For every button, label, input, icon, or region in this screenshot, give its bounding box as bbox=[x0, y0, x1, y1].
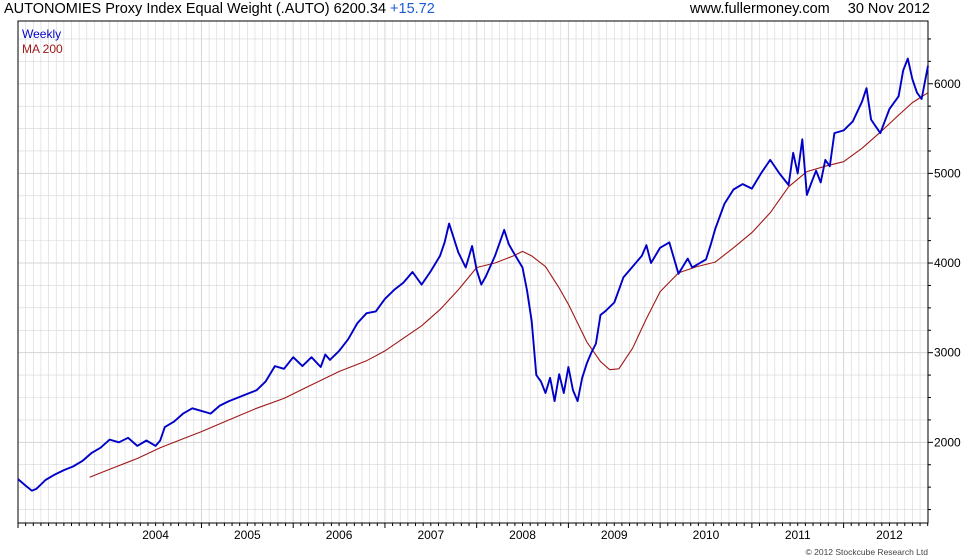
x-tick-label: 2005 bbox=[234, 528, 261, 542]
copyright-note: © 2012 Stockcube Research Ltd bbox=[805, 547, 928, 557]
weekly-price-line bbox=[17, 57, 929, 492]
date-label: 30 Nov 2012 bbox=[847, 1, 930, 17]
legend-weekly: Weekly bbox=[22, 27, 61, 41]
last-value: 6200.34 bbox=[333, 1, 387, 17]
change-value: +15.72 bbox=[390, 1, 435, 17]
x-tick-label: 2009 bbox=[601, 528, 628, 542]
x-tick-label: 2010 bbox=[693, 528, 720, 542]
y-tick-label: 2000 bbox=[934, 435, 961, 449]
ma-200-line bbox=[89, 92, 929, 478]
y-tick-label: 6000 bbox=[934, 77, 961, 91]
x-tick-label: 2012 bbox=[876, 528, 903, 542]
y-tick-label: 4000 bbox=[934, 256, 961, 270]
website-label: www.fullermoney.com bbox=[689, 1, 830, 17]
grid bbox=[17, 21, 928, 523]
axis-labels: 2004 2005 2006 2007 2008 2009 2010 2011 2012 2000… bbox=[142, 77, 961, 542]
x-tick-label: 2008 bbox=[509, 528, 536, 542]
y-tick-label: 3000 bbox=[934, 346, 961, 360]
index-name: AUTONOMIES Proxy Index Equal Weight (.AU… bbox=[4, 1, 330, 17]
axis-ticks bbox=[17, 38, 933, 528]
x-tick-label: 2006 bbox=[326, 528, 353, 542]
chart-title: AUTONOMIES Proxy Index Equal Weight (.AU… bbox=[4, 1, 435, 17]
plot-frame bbox=[17, 20, 929, 524]
x-tick-label: 2007 bbox=[417, 528, 444, 542]
x-tick-label: 2011 bbox=[785, 528, 811, 542]
x-tick-label: 2004 bbox=[142, 528, 169, 542]
chart-source-date: www.fullermoney.com 30 Nov 2012 bbox=[690, 1, 930, 17]
y-tick-label: 5000 bbox=[934, 166, 961, 180]
legend-ma-200: MA 200 bbox=[22, 42, 63, 56]
series bbox=[17, 57, 929, 492]
